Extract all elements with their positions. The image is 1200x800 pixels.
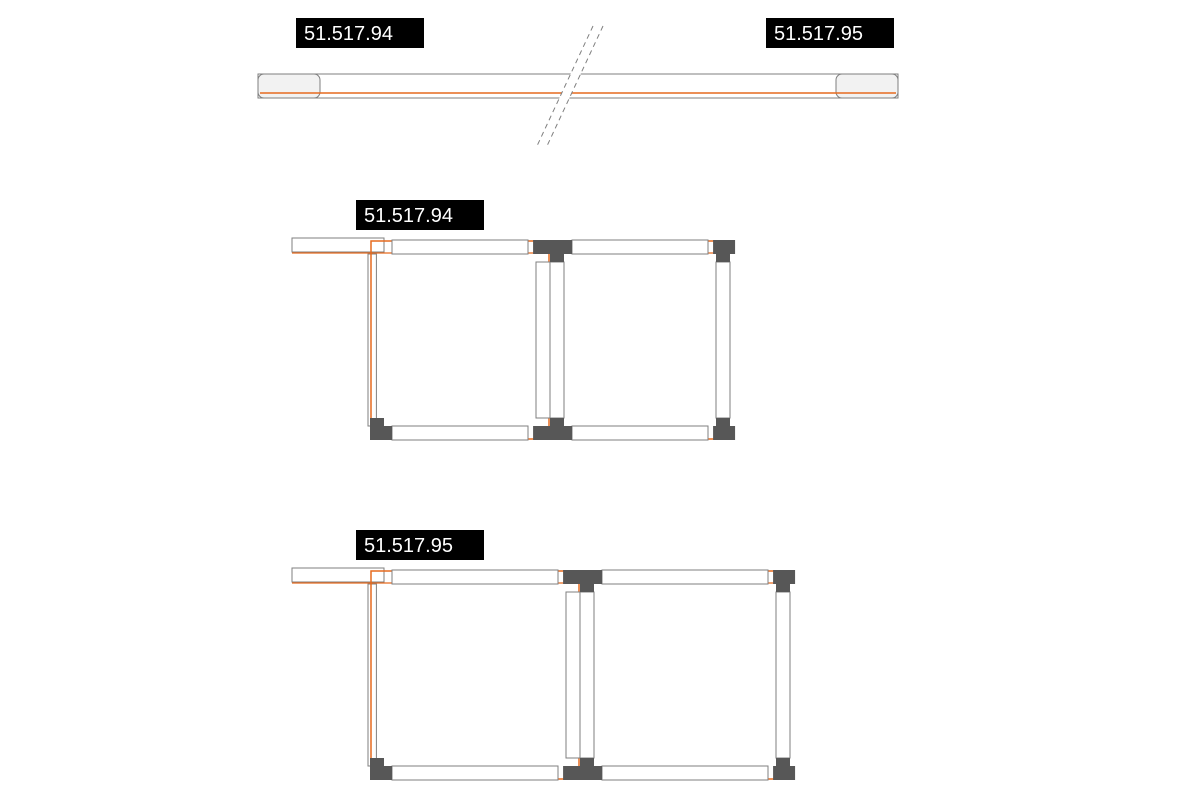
svg-text:51.517.95: 51.517.95 bbox=[364, 535, 453, 557]
top-label-left: 51.517.94 bbox=[296, 18, 424, 48]
top-label-right: 51.517.95 bbox=[766, 18, 894, 48]
svg-text:51.517.94: 51.517.94 bbox=[304, 23, 393, 45]
svg-text:51.517.95: 51.517.95 bbox=[774, 23, 863, 45]
svg-text:51.517.94: 51.517.94 bbox=[364, 205, 453, 227]
module-b-diagram bbox=[292, 568, 795, 780]
module-a-diagram bbox=[292, 238, 735, 440]
module-b-diagram-label: 51.517.95 bbox=[356, 530, 484, 560]
module-a-diagram-label: 51.517.94 bbox=[356, 200, 484, 230]
